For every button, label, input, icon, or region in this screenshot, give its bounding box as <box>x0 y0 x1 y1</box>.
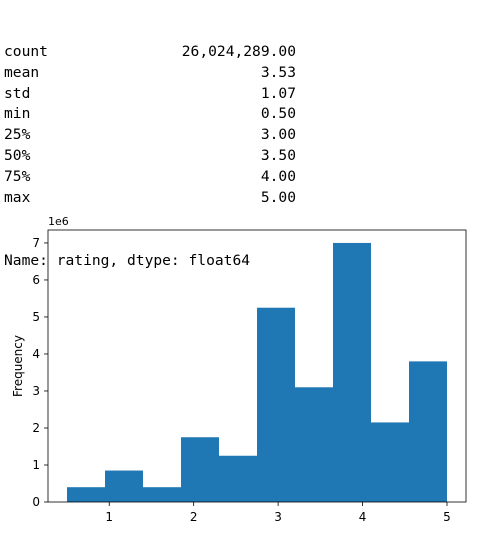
x-tick-label: 3 <box>274 510 282 524</box>
x-tick-label: 4 <box>359 510 367 524</box>
histogram-bar <box>105 471 143 502</box>
histogram-bar <box>143 487 181 502</box>
histogram-bar <box>219 456 257 502</box>
y-tick-label: 7 <box>32 236 40 250</box>
y-tick-label: 0 <box>32 495 40 509</box>
histogram-bar <box>295 387 333 502</box>
y-tick-label: 1 <box>32 458 40 472</box>
y-tick-label: 5 <box>32 310 40 324</box>
x-tick-label: 1 <box>105 510 113 524</box>
y-axis-label: Frequency <box>11 335 25 397</box>
y-tick-label: 3 <box>32 384 40 398</box>
y-scale-label: 1e6 <box>48 215 69 228</box>
y-tick-label: 2 <box>32 421 40 435</box>
x-tick-label: 2 <box>190 510 198 524</box>
x-tick-label: 5 <box>443 510 451 524</box>
histogram-bar <box>67 487 105 502</box>
histogram-bar <box>409 361 447 502</box>
histogram-bar <box>371 422 409 502</box>
histogram-bar <box>257 308 295 502</box>
histogram-bar <box>181 437 219 502</box>
histogram-bar <box>333 243 371 502</box>
y-tick-label: 6 <box>32 273 40 287</box>
y-tick-label: 4 <box>32 347 40 361</box>
